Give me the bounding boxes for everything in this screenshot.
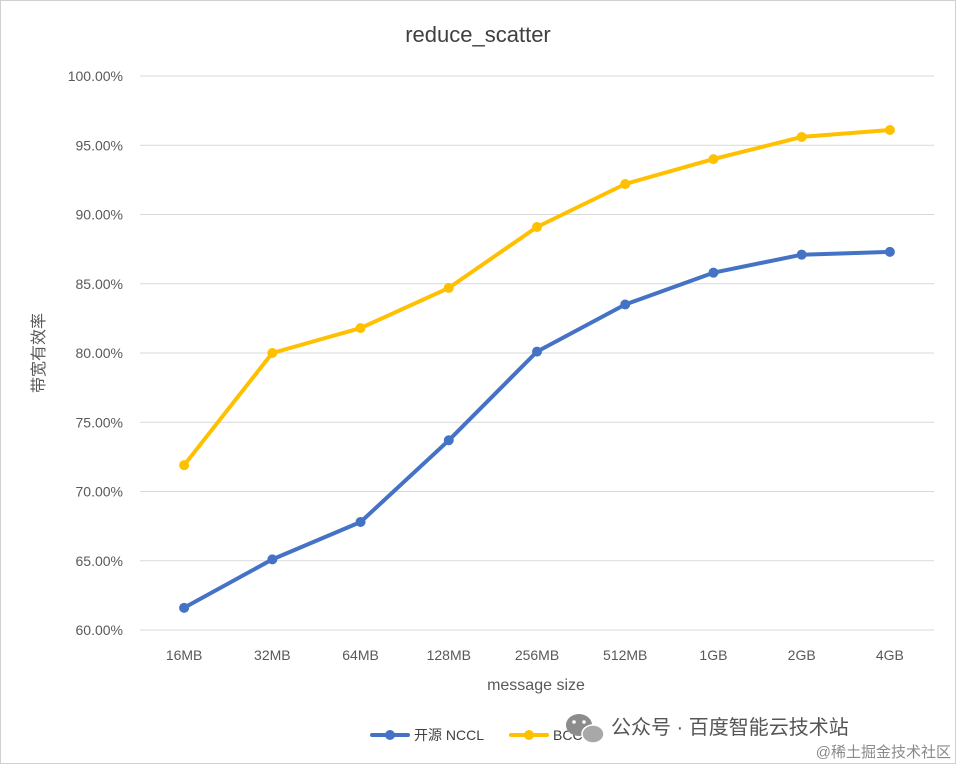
watermark-text: 公众号 · 百度智能云技术站 [611, 716, 849, 739]
data-point [884, 125, 895, 136]
legend: 开源 NCCL BCCL [370, 727, 591, 743]
data-point [443, 282, 454, 293]
legend-swatch-marker [524, 730, 534, 740]
data-point [355, 323, 366, 334]
x-tick-label: 128MB [427, 647, 471, 663]
data-point [708, 267, 719, 278]
data-point [267, 348, 278, 358]
legend-item: 开源 NCCL [370, 727, 484, 743]
y-tick-label: 60.00% [76, 622, 123, 638]
x-tick-labels: 16MB 32MB 64MB 128MB 256MB 512MB 1GB 2GB 4GB [166, 647, 904, 663]
series-line [182, 249, 892, 610]
y-tick-label: 100.00% [68, 68, 123, 84]
y-tick-label: 65.00% [76, 553, 123, 569]
wechat-icon [566, 714, 605, 744]
data-point [796, 249, 807, 260]
data-point [443, 435, 454, 446]
y-tick-label: 95.00% [76, 137, 123, 153]
y-axis-title: 带宽有效率 [30, 313, 48, 393]
watermark: 公众号 · 百度智能云技术站 @稀土掘金技术社区 [566, 714, 951, 761]
data-point [532, 346, 542, 357]
x-tick-label: 64MB [342, 647, 379, 663]
x-axis-title: message size [487, 677, 585, 694]
data-point [355, 516, 366, 527]
y-tick-labels: 100.00% 95.00% 90.00% 85.00% 80.00% 75.00% 70.… [68, 68, 123, 638]
data-point [179, 460, 190, 471]
x-tick-label: 16MB [166, 647, 203, 663]
y-tick-label: 80.00% [76, 345, 123, 361]
data-point [884, 246, 895, 257]
series-1 [179, 125, 895, 471]
x-tick-label: 32MB [254, 647, 291, 663]
chart-title: reduce_scatter [405, 22, 551, 47]
series-line [182, 128, 892, 468]
data-point [620, 299, 631, 310]
y-tick-label: 75.00% [76, 414, 123, 430]
legend-swatch-marker [385, 730, 395, 740]
data-point [532, 221, 542, 232]
x-tick-label: 256MB [515, 647, 559, 663]
y-tick-label: 85.00% [76, 276, 123, 292]
series-0 [179, 246, 895, 613]
x-tick-label: 1GB [699, 647, 727, 663]
x-tick-label: 512MB [603, 647, 647, 663]
data-point [179, 602, 190, 613]
data-point [708, 154, 719, 165]
data-point [796, 131, 807, 142]
y-tick-label: 70.00% [76, 484, 123, 500]
data-point [620, 179, 631, 190]
y-tick-label: 90.00% [76, 207, 123, 223]
series-group [179, 125, 895, 613]
x-tick-label: 2GB [788, 647, 816, 663]
watermark-sub: @稀土掘金技术社区 [816, 744, 951, 761]
x-tick-label: 4GB [876, 647, 904, 663]
legend-label: 开源 NCCL [414, 727, 484, 743]
data-point [267, 554, 278, 565]
